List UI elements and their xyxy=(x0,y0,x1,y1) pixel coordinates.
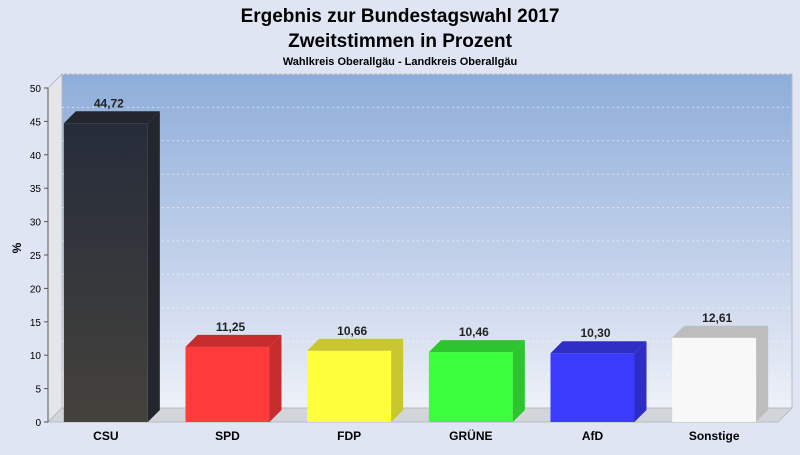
bar-side xyxy=(269,334,282,422)
y-tick-label: 5 xyxy=(35,385,41,396)
x-tick-label: FDP xyxy=(337,429,361,443)
bar-top xyxy=(185,334,282,347)
y-tick-label: 20 xyxy=(30,284,42,295)
y-tick-label: 15 xyxy=(30,318,42,329)
bar-value-label: 11,25 xyxy=(216,320,246,334)
gridlines xyxy=(62,73,792,376)
bar-side xyxy=(147,111,160,423)
bar-grüne: 10,46 xyxy=(428,325,525,422)
bar-csu: 44,72 xyxy=(63,96,160,423)
bar-side xyxy=(634,341,647,422)
bar-spd: 11,25 xyxy=(185,320,282,422)
bar-sonstige: 12,61 xyxy=(672,311,769,422)
y-tick-label: 50 xyxy=(30,84,42,95)
bar-value-label: 10,46 xyxy=(459,325,489,339)
bar-side xyxy=(391,338,404,422)
bar-top xyxy=(428,340,525,353)
y-tick-label: 35 xyxy=(30,184,42,195)
bar-top xyxy=(672,325,769,338)
bar-value-label: 12,61 xyxy=(702,311,732,325)
x-tick-label: AfD xyxy=(582,429,604,443)
bar-side xyxy=(756,325,769,422)
y-tick-label: 0 xyxy=(35,418,41,429)
bar-front xyxy=(428,352,513,422)
x-tick-label: Sonstige xyxy=(689,429,740,443)
bar-top xyxy=(550,341,647,354)
plot-left-wall xyxy=(47,72,63,424)
x-axis-labels: CSU SPD FDP GRÜNE AfD Sonstige xyxy=(93,428,740,443)
x-tick-label: CSU xyxy=(93,429,118,443)
chart-title: Ergebnis zur Bundestagswahl 2017 xyxy=(241,6,560,27)
y-axis-label: % xyxy=(10,242,24,253)
bar-side xyxy=(512,340,525,422)
y-tick-label: 40 xyxy=(30,151,42,162)
y-axis: 0 5 10 15 20 25 30 35 40 45 50 xyxy=(30,84,49,429)
bar-value-label: 44,72 xyxy=(94,96,124,110)
bar-front xyxy=(185,346,270,422)
bar-fdp: 10,66 xyxy=(307,324,404,422)
bar-front xyxy=(307,350,392,422)
bars: 44,72 11,25 10,66 10,46 10,30 12,61 xyxy=(63,96,769,423)
chart-subtitle: Wahlkreis Oberallgäu - Landkreis Oberall… xyxy=(283,56,517,68)
bar-front xyxy=(550,353,635,422)
bar-value-label: 10,66 xyxy=(337,324,367,338)
bar-front xyxy=(672,337,757,422)
bar-afd: 10,30 xyxy=(550,326,647,422)
x-tick-label: SPD xyxy=(215,429,240,443)
bar-top xyxy=(307,338,404,351)
bar-value-label: 10,30 xyxy=(580,326,610,340)
y-tick-label: 25 xyxy=(30,251,42,262)
bar-front xyxy=(63,123,148,423)
y-tick-label: 45 xyxy=(30,117,42,128)
x-tick-label: GRÜNE xyxy=(449,428,492,443)
chart-title-line2: Zweitstimmen in Prozent xyxy=(288,31,512,52)
bar-top xyxy=(63,111,160,124)
y-tick-label: 30 xyxy=(30,218,42,229)
y-tick-label: 10 xyxy=(30,351,42,362)
